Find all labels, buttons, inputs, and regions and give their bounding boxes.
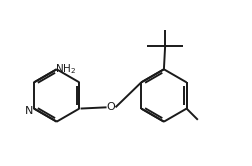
Text: N: N [25, 106, 34, 116]
Text: O: O [106, 102, 115, 112]
Text: NH$_2$: NH$_2$ [55, 62, 76, 76]
